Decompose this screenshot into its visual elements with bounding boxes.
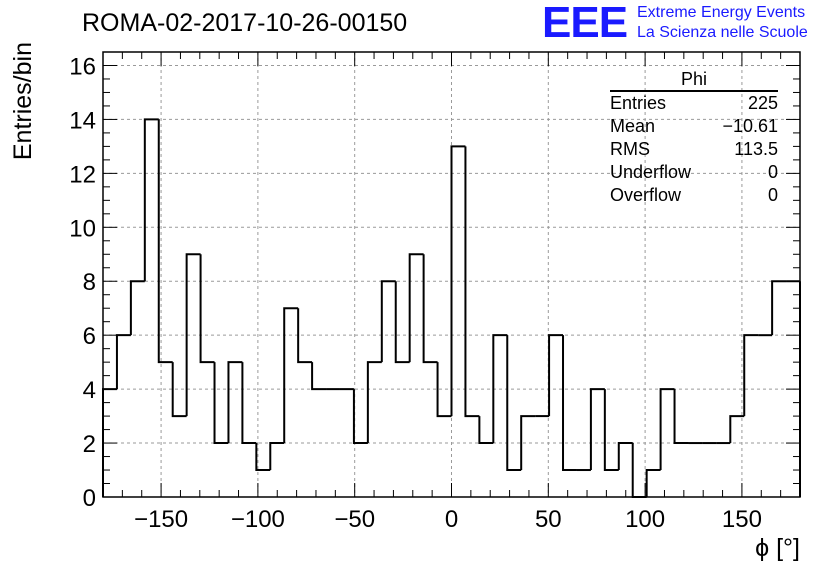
logo-subtitle-2: La Scienza nelle Scuole [637, 24, 808, 41]
stats-row-mean: Mean −10.61 [610, 115, 778, 138]
histogram-bin [143, 118, 159, 282]
histogram-bin [589, 388, 605, 471]
histogram-bin [729, 415, 745, 444]
histogram-bin [380, 280, 396, 363]
histogram-bin [450, 145, 466, 417]
stats-box: Phi Entries 225 Mean −10.61 RMS 113.5 Un… [610, 68, 778, 207]
histogram-bin [520, 415, 536, 471]
histogram-bin [408, 253, 424, 363]
x-tick-label: 150 [722, 506, 762, 533]
stats-label: RMS [610, 139, 650, 159]
y-tick-label: 12 [69, 161, 96, 188]
stats-label: Underflow [610, 162, 692, 182]
x-tick-label: 100 [625, 506, 665, 533]
axes [102, 51, 801, 498]
run-title: ROMA-02-2017-10-26-00150 [82, 9, 408, 37]
stats-value: 113.5 [734, 139, 778, 159]
histogram-bin [311, 362, 327, 391]
stats-value: −10.61 [722, 116, 778, 136]
histogram-bin [436, 362, 452, 418]
y-tick-label: 16 [69, 53, 96, 80]
histogram-bin [492, 334, 508, 444]
histogram-bin [771, 280, 787, 336]
histogram-bin [213, 362, 229, 445]
histogram-bin [478, 416, 494, 445]
stats-value: 0 [767, 185, 778, 205]
x-tick-label: 50 [535, 506, 562, 533]
histogram-bin [115, 334, 131, 390]
histogram-bin [673, 389, 689, 445]
histogram-bin [659, 388, 675, 471]
histogram-bin [129, 280, 145, 336]
histogram-bin [506, 335, 522, 472]
histogram-bin [185, 253, 201, 417]
stats-row-overflow: Overflow 0 [610, 184, 778, 207]
histogram-bin [617, 442, 633, 471]
histogram-bin [227, 361, 243, 444]
y-tick-label: 6 [83, 323, 96, 350]
x-tick-label: 0 [445, 506, 458, 533]
y-tick-label: 14 [69, 107, 96, 134]
stats-value: 225 [747, 93, 778, 113]
histogram-bin [171, 362, 187, 418]
eee-logo: EEE [542, 0, 628, 47]
histogram-bin [562, 335, 577, 472]
stats-title: Phi [610, 68, 778, 92]
histogram-bin [241, 362, 257, 445]
histogram-bin [199, 254, 215, 364]
y-tick-label: 2 [83, 431, 96, 458]
y-tick-label: 10 [69, 215, 96, 242]
x-axis-label: ϕ [°] [755, 534, 800, 562]
histogram-bin [603, 389, 619, 472]
histogram-bin [297, 308, 313, 364]
stats-value: 0 [767, 162, 778, 182]
y-tick-label: 8 [83, 269, 96, 296]
histogram-bin [631, 443, 647, 498]
stats-row-rms: RMS 113.5 [610, 138, 778, 161]
histogram-bin [352, 389, 368, 445]
y-tick-label: 0 [83, 485, 96, 512]
logo-subtitle-1: Extreme Energy Events [637, 4, 806, 21]
histogram-bin [269, 442, 285, 471]
x-tick-label: −100 [231, 506, 285, 533]
y-tick-label: 4 [83, 377, 96, 404]
histogram-bin [645, 469, 661, 497]
tick-labels: −150 −100 −50 0 50 100 150 0 2 4 6 8 10 12 14 16 [69, 53, 762, 533]
histogram-bin [283, 307, 299, 444]
histogram-bin [255, 443, 271, 472]
stats-row-underflow: Underflow 0 [610, 161, 778, 184]
histogram-bin [464, 146, 480, 418]
histogram-bin [743, 334, 759, 417]
x-tick-label: −150 [134, 506, 188, 533]
x-tick-label: −50 [334, 506, 375, 533]
histogram-bin [422, 254, 438, 364]
stats-row-entries: Entries 225 [610, 92, 778, 115]
histogram-bin [157, 119, 173, 364]
histogram-bin [548, 334, 564, 417]
stats-label: Overflow [610, 185, 682, 205]
stats-label: Mean [610, 116, 656, 136]
stats-label: Entries [610, 93, 667, 113]
histogram-bin [366, 361, 382, 444]
y-axis-label: Entries/bin [9, 42, 37, 160]
histogram-bin [394, 281, 410, 364]
